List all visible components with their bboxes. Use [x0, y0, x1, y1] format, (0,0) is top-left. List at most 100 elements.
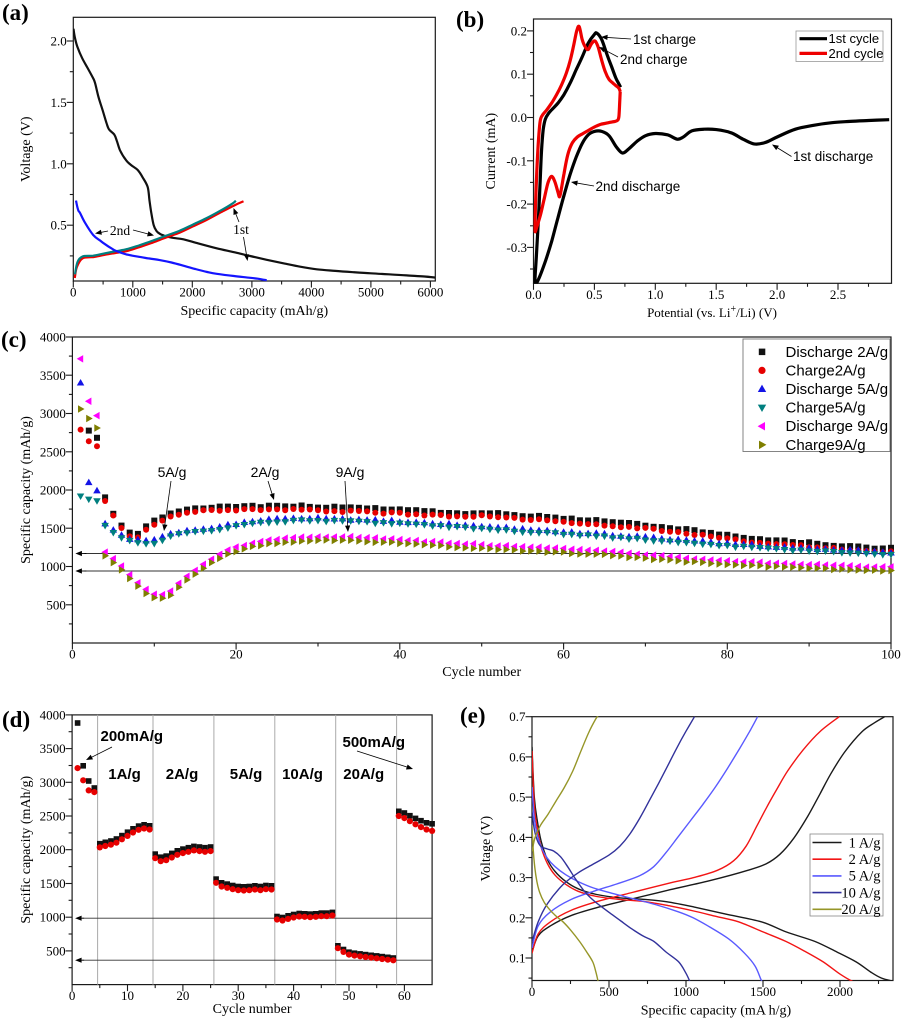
svg-text:4000: 4000: [40, 330, 66, 345]
svg-text:0.5: 0.5: [586, 287, 602, 302]
svg-text:50: 50: [343, 988, 356, 1003]
svg-text:0.0: 0.0: [525, 287, 541, 302]
svg-text:1.0: 1.0: [51, 156, 67, 171]
svg-text:100: 100: [881, 647, 901, 662]
svg-text:Specific capacity (mAh/g): Specific capacity (mAh/g): [19, 416, 34, 564]
svg-text:40: 40: [393, 647, 406, 662]
svg-text:2nd charge: 2nd charge: [620, 52, 688, 67]
svg-text:1A/g: 1A/g: [108, 766, 141, 783]
svg-text:2500: 2500: [40, 809, 66, 824]
svg-text:500: 500: [46, 597, 66, 612]
svg-text:0.6: 0.6: [509, 749, 526, 764]
svg-text:2A/g: 2A/g: [251, 464, 280, 480]
svg-text:20A/g: 20A/g: [343, 766, 384, 783]
svg-text:9A/g: 9A/g: [336, 464, 365, 480]
svg-text:6000: 6000: [417, 285, 443, 300]
svg-text:2.0: 2.0: [51, 34, 67, 49]
svg-text:-0.1: -0.1: [506, 153, 527, 168]
svg-text:0.4: 0.4: [509, 830, 526, 845]
svg-text:0.3: 0.3: [509, 870, 525, 885]
svg-text:0.7: 0.7: [509, 709, 526, 724]
svg-text:0.0: 0.0: [511, 110, 527, 125]
svg-text:40: 40: [287, 988, 300, 1003]
svg-text:2000: 2000: [40, 483, 66, 498]
svg-text:60: 60: [398, 988, 411, 1003]
svg-text:500mA/g: 500mA/g: [343, 734, 406, 751]
svg-text:0: 0: [69, 988, 76, 1003]
svg-text:1st charge: 1st charge: [633, 32, 696, 47]
svg-text:3000: 3000: [239, 285, 265, 300]
svg-text:4000: 4000: [40, 707, 66, 722]
svg-text:-0.3: -0.3: [506, 240, 527, 255]
svg-text:5000: 5000: [358, 285, 384, 300]
svg-text:1st cycle: 1st cycle: [829, 31, 880, 46]
svg-text:2500: 2500: [40, 444, 66, 459]
svg-text:1000: 1000: [673, 984, 699, 999]
svg-text:1.0: 1.0: [647, 287, 663, 302]
svg-text:3000: 3000: [40, 406, 66, 421]
svg-text:(b): (b): [456, 7, 484, 32]
svg-text:1000: 1000: [40, 559, 66, 574]
svg-text:3000: 3000: [40, 775, 66, 790]
svg-text:3500: 3500: [40, 368, 66, 383]
svg-text:1000: 1000: [120, 285, 146, 300]
svg-text:Current (mA): Current (mA): [484, 113, 499, 190]
svg-text:Charge5A/g: Charge5A/g: [786, 400, 866, 417]
svg-text:60: 60: [557, 647, 570, 662]
svg-text:10A/g: 10A/g: [282, 766, 323, 783]
svg-text:1 A/g: 1 A/g: [849, 835, 881, 851]
svg-text:10 A/g: 10 A/g: [841, 885, 880, 901]
svg-text:3500: 3500: [40, 741, 66, 756]
svg-text:Discharge 2A/g: Discharge 2A/g: [786, 344, 889, 361]
svg-text:200mA/g: 200mA/g: [101, 728, 164, 745]
svg-text:20 A/g: 20 A/g: [841, 902, 880, 918]
svg-text:(e): (e): [460, 703, 486, 728]
svg-text:0.2: 0.2: [509, 910, 525, 925]
svg-text:2nd discharge: 2nd discharge: [596, 179, 681, 194]
svg-text:(d): (d): [2, 707, 30, 732]
svg-text:0.5: 0.5: [51, 218, 67, 233]
svg-text:1500: 1500: [750, 984, 776, 999]
svg-text:0.2: 0.2: [511, 23, 527, 38]
svg-text:0: 0: [69, 647, 76, 662]
svg-text:2.5: 2.5: [830, 287, 846, 302]
svg-text:30: 30: [232, 988, 245, 1003]
svg-text:(c): (c): [1, 327, 27, 352]
svg-text:5 A/g: 5 A/g: [849, 869, 881, 885]
svg-text:Specific capacity (mA h/g): Specific capacity (mA h/g): [641, 1004, 792, 1019]
svg-text:Specific capacity (mAh/g): Specific capacity (mAh/g): [19, 776, 34, 924]
svg-text:1.5: 1.5: [708, 287, 724, 302]
svg-text:2.0: 2.0: [769, 287, 785, 302]
svg-text:1500: 1500: [40, 876, 66, 891]
svg-text:0.1: 0.1: [509, 951, 525, 966]
svg-text:Discharge 5A/g: Discharge 5A/g: [786, 381, 889, 398]
svg-text:1st: 1st: [233, 222, 249, 237]
svg-text:2000: 2000: [40, 842, 66, 857]
svg-text:4000: 4000: [298, 285, 324, 300]
svg-text:0.5: 0.5: [509, 790, 525, 805]
svg-text:10: 10: [121, 988, 134, 1003]
svg-text:20: 20: [176, 988, 189, 1003]
svg-text:2000: 2000: [179, 285, 205, 300]
svg-text:0: 0: [529, 984, 536, 999]
svg-text:0: 0: [70, 285, 77, 300]
svg-text:Cycle number: Cycle number: [442, 665, 521, 680]
svg-text:Charge2A/g: Charge2A/g: [786, 362, 866, 379]
svg-text:2A/g: 2A/g: [166, 766, 199, 783]
svg-text:Charge9A/g: Charge9A/g: [786, 437, 866, 454]
svg-text:Voltage (V): Voltage (V): [479, 816, 494, 882]
svg-text:80: 80: [721, 647, 734, 662]
svg-text:Specific capacity (mAh/g): Specific capacity (mAh/g): [180, 304, 328, 319]
svg-text:5A/g: 5A/g: [158, 464, 187, 480]
svg-text:5A/g: 5A/g: [230, 766, 263, 783]
svg-text:2nd: 2nd: [110, 223, 131, 238]
svg-text:-0.2: -0.2: [506, 197, 527, 212]
svg-text:1.5: 1.5: [51, 95, 67, 110]
svg-text:Cycle number: Cycle number: [213, 1002, 292, 1017]
svg-text:2nd cycle: 2nd cycle: [829, 46, 884, 61]
svg-text:1st discharge: 1st discharge: [793, 149, 873, 164]
svg-text:1000: 1000: [40, 910, 66, 925]
svg-text:1500: 1500: [40, 521, 66, 536]
svg-text:2000: 2000: [827, 984, 853, 999]
svg-text:Potential (vs. Li+/Li) (V): Potential (vs. Li+/Li) (V): [647, 304, 777, 321]
